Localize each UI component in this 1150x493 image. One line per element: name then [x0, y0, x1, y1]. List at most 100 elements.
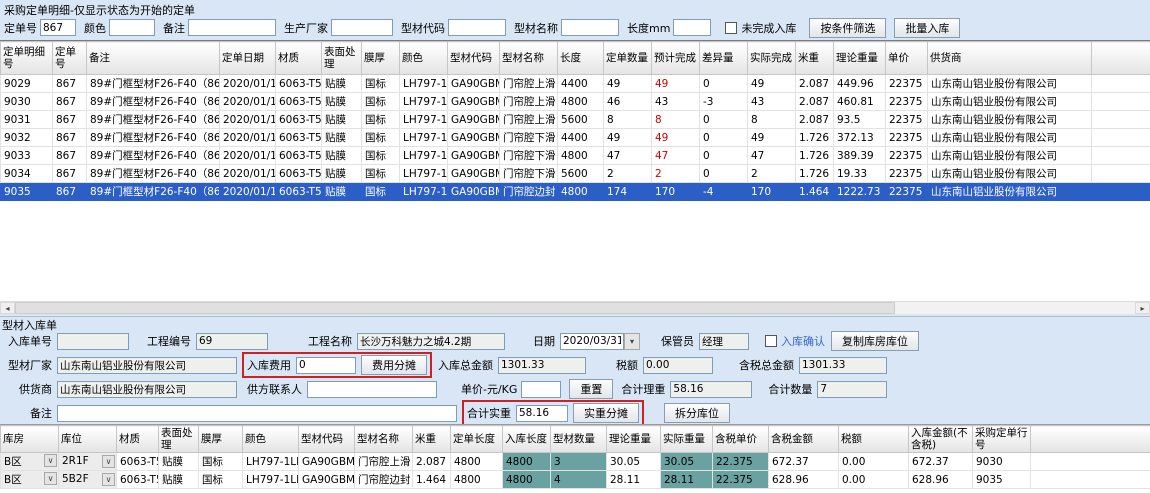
contact-input[interactable]	[307, 381, 437, 398]
scroll-right-icon[interactable]: ▸	[1135, 302, 1150, 314]
cell-filler	[1092, 183, 1150, 201]
order-row[interactable]: 902986789#门框型材F26-F40（866+867）2020/01/13…	[1, 75, 1150, 93]
total-with-tax-input[interactable]	[799, 357, 887, 374]
inbound-row[interactable]: ∨B区∨2R1F6063-T5贴膜国标LH797-1LL0GA90GBM03门帘…	[1, 453, 1150, 471]
column-header[interactable]: 实际完成	[748, 42, 796, 75]
order-row[interactable]: 903086789#门框型材F26-F40（866+867）2020/01/13…	[1, 93, 1150, 111]
column-header[interactable]: 型材代码	[448, 42, 500, 75]
fee-input[interactable]	[296, 357, 356, 374]
scroll-left-icon[interactable]: ◂	[0, 302, 15, 314]
order-row[interactable]: 903586789#门框型材F26-F40（866+867）2020/01/13…	[1, 183, 1150, 201]
combo-cell[interactable]: ∨2R1F	[59, 453, 117, 471]
chevron-down-icon[interactable]: ∨	[102, 473, 115, 486]
column-header[interactable]: 差异量	[700, 42, 748, 75]
order-row[interactable]: 903186789#门框型材F26-F40（866+867）2020/01/13…	[1, 111, 1150, 129]
total-count-input[interactable]	[817, 381, 887, 398]
cell-filler	[1092, 111, 1150, 129]
scrollbar-thumb[interactable]	[15, 302, 895, 314]
project-no-input[interactable]	[196, 333, 268, 350]
split-location-button[interactable]: 拆分库位	[664, 403, 730, 423]
manufacturer-input[interactable]	[331, 19, 393, 36]
column-header[interactable]: 采购定单行号	[973, 426, 1031, 453]
column-header[interactable]: 入库长度	[503, 426, 551, 453]
inbound-confirm-checkbox[interactable]	[765, 335, 777, 347]
column-header[interactable]: 米重	[796, 42, 834, 75]
column-header[interactable]: 理论重量	[607, 426, 661, 453]
column-header[interactable]: 颜色	[400, 42, 448, 75]
fee-allocate-button[interactable]: 费用分摊	[361, 355, 427, 375]
tax-input[interactable]	[643, 357, 713, 374]
copy-warehouse-location-button[interactable]: 复制库房库位	[831, 331, 919, 351]
column-header[interactable]: 型材代码	[299, 426, 355, 453]
column-header[interactable]: 膜厚	[362, 42, 400, 75]
actual-weight-allocate-button[interactable]: 实重分摊	[573, 403, 639, 423]
order-row[interactable]: 903386789#门框型材F26-F40（866+867）2020/01/13…	[1, 147, 1150, 165]
inbound-total-input[interactable]	[498, 357, 586, 374]
column-header[interactable]: 供货商	[928, 42, 1092, 75]
reset-button[interactable]: 重置	[569, 379, 613, 399]
column-header[interactable]: 颜色	[243, 426, 299, 453]
cell: GA90GBM05	[299, 471, 355, 489]
column-header[interactable]: 型材名称	[355, 426, 413, 453]
column-header[interactable]: 表面处理	[159, 426, 199, 453]
calendar-dropdown-icon[interactable]: ▾	[624, 333, 640, 350]
remark-input[interactable]	[57, 405, 457, 422]
remark-filter-input[interactable]	[188, 19, 276, 36]
chevron-down-icon[interactable]: ∨	[44, 454, 57, 467]
supplier-input[interactable]	[57, 381, 237, 398]
unit-price-input[interactable]	[521, 381, 561, 398]
actual-total-input[interactable]	[516, 405, 568, 422]
cell: GA90GBM03	[448, 93, 500, 111]
combo-cell[interactable]: ∨B区	[1, 453, 59, 471]
chevron-down-icon[interactable]: ∨	[102, 455, 115, 468]
cell: GA90GBM05	[448, 183, 500, 201]
inbound-row[interactable]: ∨B区∨5B2F6063-T5贴膜国标LH797-1LL0GA90GBM05门帘…	[1, 471, 1150, 489]
column-header[interactable]: 实际重量	[661, 426, 713, 453]
cell: 22.375	[713, 453, 769, 471]
column-header[interactable]: 型材数量	[551, 426, 607, 453]
column-header[interactable]: 含税金额	[769, 426, 839, 453]
color-input[interactable]	[109, 19, 155, 36]
cell: 867	[53, 147, 87, 165]
column-header[interactable]: 库位	[59, 426, 117, 453]
combo-cell[interactable]: ∨B区	[1, 471, 59, 489]
column-header[interactable]: 备注	[87, 42, 220, 75]
project-name-input[interactable]	[357, 333, 505, 350]
column-header[interactable]: 单价	[886, 42, 928, 75]
chevron-down-icon[interactable]: ∨	[44, 472, 57, 485]
order-row[interactable]: 903286789#门框型材F26-F40（866+867）2020/01/13…	[1, 129, 1150, 147]
order-row[interactable]: 903486789#门框型材F26-F40（866+867）2020/01/13…	[1, 165, 1150, 183]
unfinished-checkbox[interactable]	[725, 22, 737, 34]
combo-cell[interactable]: ∨5B2F	[59, 471, 117, 489]
horizontal-scrollbar[interactable]: ◂ ▸	[0, 301, 1150, 314]
column-header[interactable]: 长度	[558, 42, 604, 75]
column-header[interactable]: 理论重量	[834, 42, 886, 75]
column-header[interactable]: 材质	[117, 426, 159, 453]
column-header[interactable]: 表面处理	[322, 42, 362, 75]
batch-inbound-button[interactable]: 批量入库	[894, 18, 960, 38]
order-no-input[interactable]	[40, 19, 76, 36]
keeper-input[interactable]	[699, 333, 749, 350]
column-header[interactable]: 定单明细号	[1, 42, 53, 75]
column-header[interactable]: 膜厚	[199, 426, 243, 453]
column-header[interactable]: 定单长度	[451, 426, 503, 453]
column-header[interactable]: 库房	[1, 426, 59, 453]
inbound-no-input[interactable]	[57, 333, 129, 350]
column-header[interactable]: 含税单价	[713, 426, 769, 453]
length-input[interactable]	[673, 19, 711, 36]
column-header[interactable]: 定单日期	[220, 42, 276, 75]
column-header[interactable]: 米重	[413, 426, 451, 453]
profile-code-input[interactable]	[448, 19, 506, 36]
column-header[interactable]: 税额	[839, 426, 909, 453]
column-header[interactable]: 定单数量	[604, 42, 652, 75]
theoretical-total-input[interactable]	[670, 381, 752, 398]
column-header[interactable]: 材质	[276, 42, 322, 75]
date-input[interactable]	[560, 333, 624, 350]
filter-by-condition-button[interactable]: 按条件筛选	[809, 18, 886, 38]
column-header[interactable]: 入库金额(不含税)	[909, 426, 973, 453]
column-header[interactable]: 预计完成	[652, 42, 700, 75]
profile-name-input[interactable]	[561, 19, 619, 36]
maker-input[interactable]	[57, 357, 237, 374]
column-header[interactable]: 定单号	[53, 42, 87, 75]
column-header[interactable]: 型材名称	[500, 42, 558, 75]
